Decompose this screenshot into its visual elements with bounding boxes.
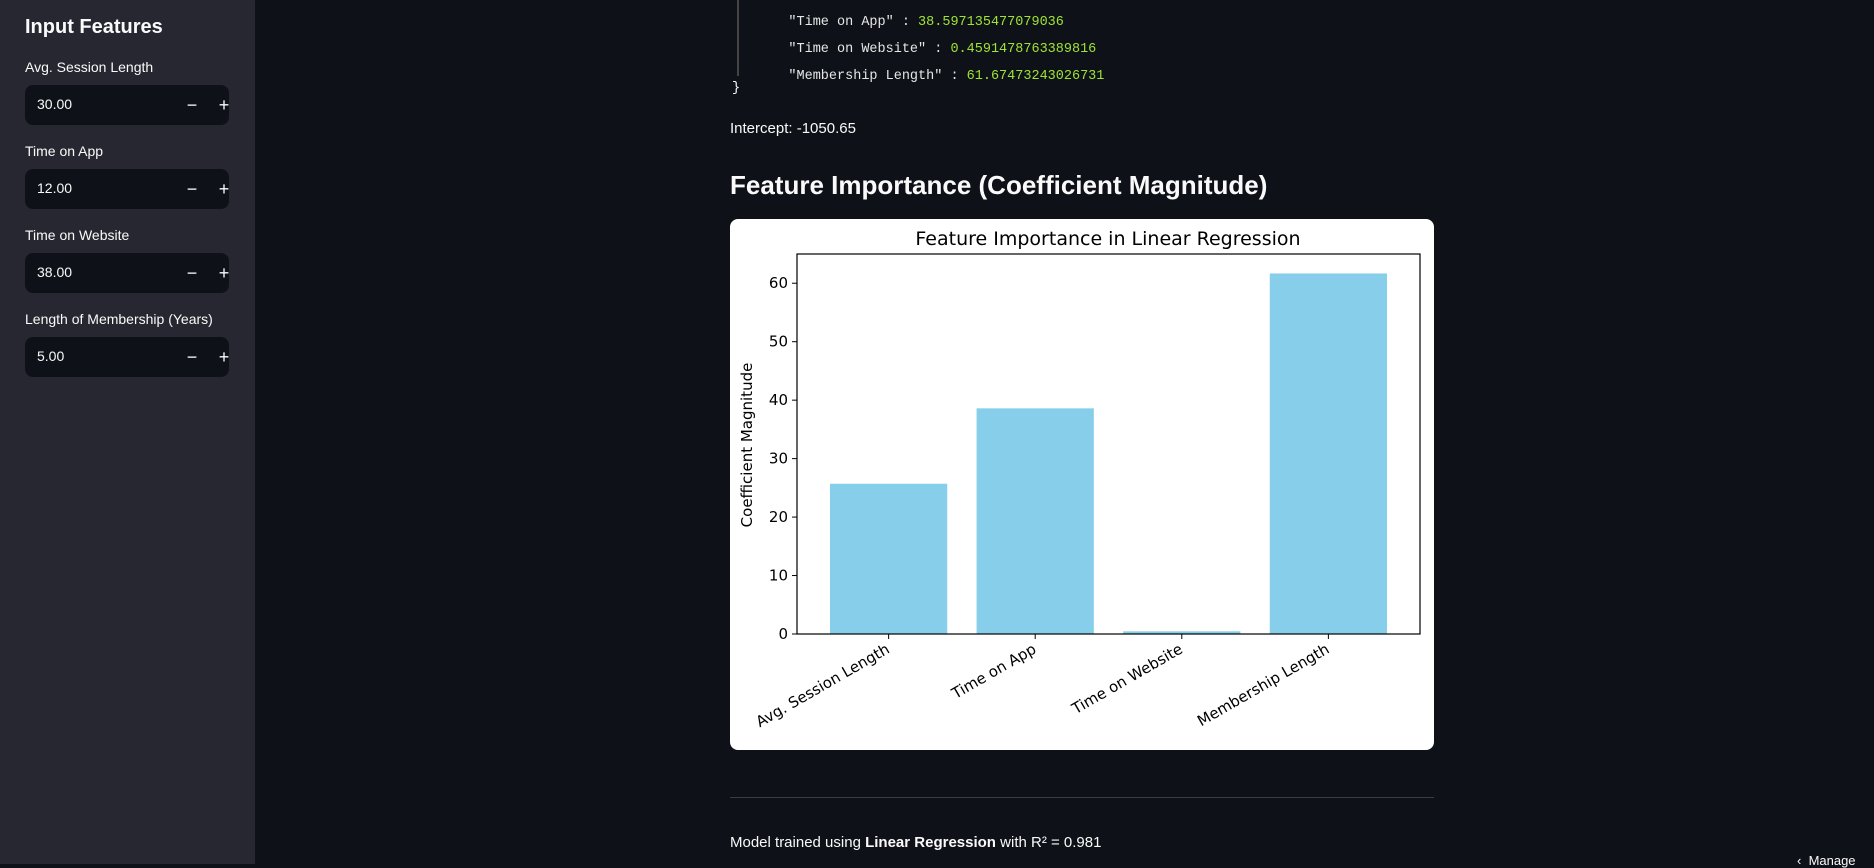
length-of-membership-increment-button[interactable]: +: [218, 346, 230, 367]
json-line-time-on-website: "Time on Website" : 0.4591478763389816: [756, 27, 1096, 72]
json-indent-guide: [737, 0, 739, 76]
json-line-time-on-app: "Time on App" : 38.597135477079036: [756, 0, 1064, 45]
field-label-length-of-membership: Length of Membership (Years): [25, 311, 213, 327]
x-tick-label-1: Time on App: [948, 640, 1039, 703]
model-summary-prefix: Model trained using: [730, 834, 866, 851]
json-closing-brace: }: [732, 81, 741, 96]
chart-y-axis-label: Coefficient Magnitude: [738, 363, 756, 528]
feature-importance-chart: Feature Importance in Linear Regression …: [730, 219, 1434, 750]
field-label-avg-session-length: Avg. Session Length: [25, 59, 154, 75]
intercept-text: Intercept: -1050.65: [730, 120, 856, 137]
time-on-website-input[interactable]: 38.00 − +: [25, 253, 229, 293]
length-of-membership-decrement-button[interactable]: −: [186, 346, 198, 367]
bar-2: [1123, 631, 1241, 634]
x-tick-label-2: Time on Website: [1068, 640, 1186, 718]
time-on-website-increment-button[interactable]: +: [218, 262, 230, 283]
json-key: "Time on App": [788, 15, 894, 30]
y-tick-label-1: 10: [769, 567, 788, 585]
time-on-app-value[interactable]: 12.00: [37, 180, 73, 196]
json-colon: :: [942, 69, 967, 84]
json-colon: :: [893, 15, 919, 30]
manage-app-label: Manage: [1808, 853, 1856, 868]
length-of-membership-value[interactable]: 5.00: [37, 348, 65, 364]
y-tick-label-5: 50: [769, 333, 788, 351]
time-on-website-decrement-button[interactable]: −: [186, 262, 198, 283]
section-heading: Feature Importance (Coefficient Magnitud…: [730, 170, 1268, 200]
json-value: 0.4591478763389816: [950, 42, 1097, 57]
field-label-time-on-website: Time on Website: [25, 227, 130, 243]
json-value: 38.597135477079036: [918, 15, 1064, 30]
chart-title: Feature Importance in Linear Regression: [915, 228, 1300, 250]
json-key: "Membership Length": [788, 69, 943, 84]
time-on-app-decrement-button[interactable]: −: [186, 178, 198, 199]
length-of-membership-input[interactable]: 5.00 − +: [25, 337, 229, 377]
model-summary: Model trained using Linear Regression wi…: [730, 834, 1101, 851]
plot-frame: [796, 253, 1421, 635]
json-line-membership-length: "Membership Length" : 61.67473243026731: [756, 54, 1104, 99]
avg-session-length-value[interactable]: 30.00: [37, 96, 73, 112]
time-on-website-value[interactable]: 38.00: [37, 264, 73, 280]
sidebar-title: Input Features: [25, 16, 163, 38]
y-tick-label-4: 40: [769, 391, 788, 409]
json-colon: :: [926, 42, 951, 57]
model-name: Linear Regression: [865, 834, 996, 851]
bar-0: [829, 483, 948, 634]
y-tick-label-3: 30: [769, 450, 788, 468]
chevron-left-icon: ‹: [1797, 853, 1809, 868]
json-value: 61.67473243026731: [966, 69, 1105, 84]
x-tick-label-0: Avg. Session Length: [753, 640, 893, 731]
bar-1: [976, 408, 1094, 634]
bar-3: [1269, 273, 1388, 634]
y-tick-label-2: 20: [769, 508, 788, 526]
sidebar: Input Features Avg. Session Length 30.00…: [0, 0, 255, 864]
main-content: "Time on App" : 38.597135477079036 "Time…: [255, 0, 1874, 864]
divider: [730, 797, 1434, 798]
field-label-time-on-app: Time on App: [25, 143, 104, 159]
time-on-app-increment-button[interactable]: +: [218, 178, 230, 199]
avg-session-length-input[interactable]: 30.00 − +: [25, 85, 229, 125]
manage-app-button[interactable]: ‹ Manage: [1797, 853, 1856, 868]
x-tick-label-3: Membership Length: [1194, 640, 1332, 730]
y-tick-label-6: 60: [769, 274, 788, 292]
avg-session-length-decrement-button[interactable]: −: [186, 94, 198, 115]
y-tick-label-0: 0: [778, 625, 788, 643]
model-summary-suffix: with R² = 0.981: [995, 834, 1102, 851]
json-key: "Time on Website": [788, 42, 927, 57]
chart-svg: Feature Importance in Linear Regression …: [738, 228, 1421, 731]
avg-session-length-increment-button[interactable]: +: [218, 94, 230, 115]
time-on-app-input[interactable]: 12.00 − +: [25, 169, 229, 209]
